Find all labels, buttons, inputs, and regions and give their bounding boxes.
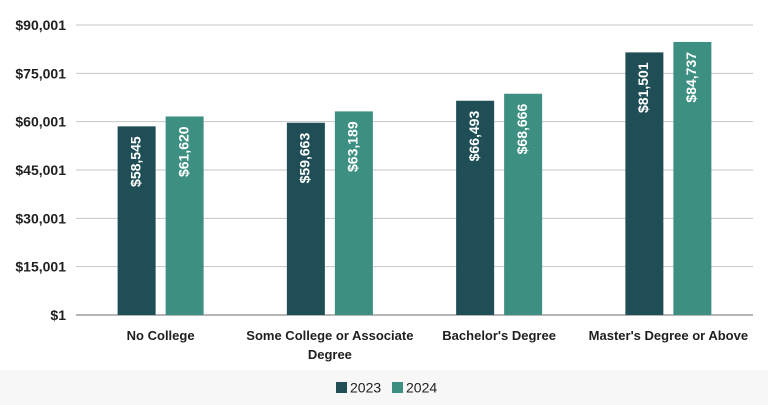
- bar-2023-0: [117, 126, 156, 316]
- bar-value-label: $58,545: [127, 136, 143, 187]
- bar-2024-0: [165, 116, 204, 315]
- bar-2024-2: [504, 93, 543, 315]
- x-tick-label: Degree: [308, 347, 352, 362]
- legend: 2023 2024: [336, 380, 437, 396]
- bar-value-label: $81,501: [635, 62, 651, 113]
- y-tick-label: $30,001: [15, 210, 66, 226]
- x-tick-label: No College: [127, 328, 195, 343]
- y-axis-ticks: $1 $15,001 $30,001 $45,001 $60,001 $75,001 $90…: [15, 17, 66, 323]
- bar-2023-2: [456, 100, 495, 315]
- y-tick-label: $45,001: [15, 162, 66, 178]
- bars: $58,545 $61,620 $59,663 $63,189 $66,493 $68,6…: [117, 41, 712, 316]
- x-tick-label: Master's Degree or Above: [589, 328, 748, 343]
- bar-value-label: $84,737: [683, 52, 699, 103]
- y-tick-label: $90,001: [15, 17, 66, 33]
- bar-2024-3: [673, 41, 712, 315]
- y-tick-label: $15,001: [15, 259, 66, 275]
- bar-2024-1: [334, 111, 373, 315]
- bar-value-label: $63,189: [345, 121, 361, 172]
- legend-swatch-2024: [392, 382, 403, 393]
- bar-2023-3: [625, 52, 664, 316]
- y-tick-label: $60,001: [15, 114, 66, 130]
- legend-label: 2024: [406, 380, 437, 396]
- bar-value-label: $68,666: [514, 104, 530, 155]
- bottom-band: [0, 370, 768, 405]
- bar-value-label: $61,620: [175, 126, 191, 177]
- legend-label: 2023: [350, 380, 381, 396]
- bar-2023-1: [286, 122, 325, 316]
- x-tick-label: Bachelor's Degree: [442, 328, 556, 343]
- x-axis-ticks: No College Some College or Associate Degre…: [127, 328, 748, 362]
- bar-value-label: $59,663: [297, 133, 313, 184]
- y-tick-label: $75,001: [15, 65, 66, 81]
- y-tick-label: $1: [50, 307, 66, 323]
- bar-value-label: $66,493: [466, 111, 482, 162]
- x-tick-label: Some College or Associate: [246, 328, 413, 343]
- legend-swatch-2023: [336, 382, 347, 393]
